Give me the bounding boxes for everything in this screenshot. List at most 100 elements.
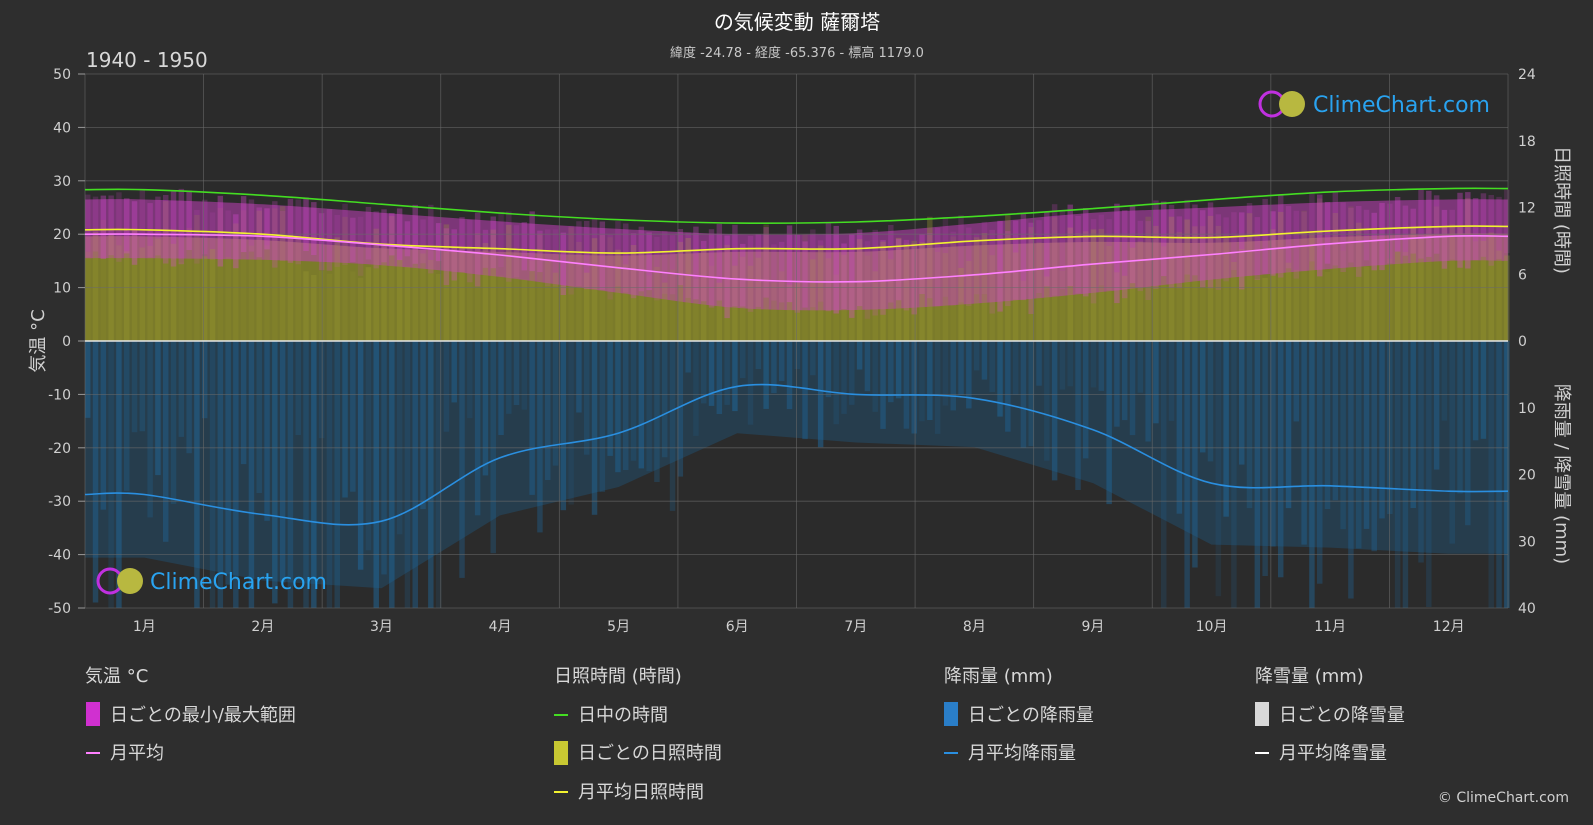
left-tick-label: 0	[62, 334, 71, 350]
daily-rain-bar	[833, 341, 839, 425]
daily-sunshine-bar	[1379, 236, 1385, 341]
daily-rain-bar	[545, 341, 551, 480]
daily-temperature-range-bar	[1426, 190, 1432, 257]
daily-rain-bar	[1129, 341, 1136, 436]
daily-rain-bar	[412, 341, 418, 608]
legend-daylight-label: 日中の時間	[578, 705, 668, 726]
daily-temperature-range-bar	[1394, 197, 1401, 252]
daily-rain-bar	[1200, 341, 1206, 453]
daily-temperature-range-bar	[467, 219, 473, 283]
daily-temperature-range-bar	[186, 190, 192, 250]
daily-rain-bar	[1090, 341, 1097, 388]
daily-texture	[85, 188, 1510, 608]
daily-rain-bar	[147, 341, 153, 518]
daily-temperature-range-bar	[880, 240, 886, 315]
daily-sunshine-bar	[256, 210, 262, 341]
daily-temperature-range-bar	[771, 244, 777, 301]
daily-temperature-range-bar	[1145, 221, 1151, 300]
daily-rain-bar	[576, 341, 582, 413]
daily-rain-bar	[467, 341, 473, 419]
daily-sunshine-bar	[732, 265, 738, 341]
daily-rain-bar	[1371, 341, 1377, 552]
daily-temperature-range-bar	[443, 228, 450, 286]
left-tick-label: -20	[48, 441, 71, 457]
daily-temperature-range-bar	[568, 225, 574, 295]
daily-temperature-range-bar	[677, 229, 684, 286]
daily-temperature-range-bar	[1207, 202, 1214, 289]
daily-rain-bar	[163, 341, 169, 542]
daily-rain-bar	[1285, 341, 1292, 509]
daily-temperature-range-bar	[155, 196, 161, 256]
daily-temperature-range-bar	[217, 195, 224, 267]
logo-bottom-text: ClimeChart.com	[150, 570, 327, 595]
daily-temperature-range-bar	[256, 207, 262, 258]
daily-temperature-range-bar	[724, 235, 730, 319]
daily-sunshine-bar	[966, 261, 972, 341]
daily-rain-bar	[537, 341, 543, 533]
daily-temperature-range-bar	[1324, 202, 1331, 264]
daily-temperature-range-bar	[521, 222, 528, 271]
daily-temperature-range-bar	[474, 212, 481, 287]
daily-sunshine-bar	[1488, 232, 1494, 341]
daily-rain-bar	[248, 341, 255, 608]
daily-temperature-range-bar	[732, 224, 738, 307]
daily-rain-bar	[685, 341, 691, 373]
daily-sunshine-bar	[100, 219, 107, 341]
daily-rain-bar	[264, 341, 270, 521]
daily-sunshine-bar	[318, 270, 325, 341]
daily-rain-bar	[1137, 341, 1144, 393]
daily-temperature-range-bar	[318, 213, 325, 271]
daily-temperature-range-bar	[381, 209, 387, 263]
daily-sunshine-bar	[178, 262, 185, 341]
daily-sunshine-bar	[131, 230, 138, 341]
daily-sunshine-bar	[1402, 251, 1409, 341]
daily-rain-bar	[1348, 341, 1354, 599]
daily-sunshine-bar	[607, 237, 613, 341]
daily-temperature-range-bar	[833, 225, 839, 314]
daily-rain-bar	[1176, 341, 1183, 514]
daily-temperature-range-bar	[630, 233, 637, 299]
legend-sunshine: 日照時間 (時間) 日中の時間 日ごとの日照時間 月平均日照時間	[554, 666, 722, 803]
daily-rain-bar	[92, 341, 99, 603]
daily-sunshine-bar	[1394, 251, 1401, 341]
daily-temperature-range-bar	[1231, 212, 1237, 271]
month-tick-label: 10月	[1196, 619, 1228, 635]
daily-sunshine-bar	[357, 277, 364, 341]
daily-temperature-range-bar	[552, 229, 559, 287]
daily-temperature-range-bar	[490, 216, 496, 269]
daily-sunshine-bar	[186, 228, 192, 341]
daily-rain-bar	[716, 341, 723, 414]
daily-rain-bar	[303, 341, 309, 608]
daily-rain-bar	[1114, 341, 1120, 427]
left-tick-label: 40	[53, 120, 71, 136]
daily-temperature-range-bar	[1293, 210, 1300, 279]
daily-sunshine-bar	[1168, 216, 1175, 341]
legend: 気温 °C 日ごとの最小/最大範囲 月平均 日照時間 (時間) 日中の時間 日ご…	[85, 666, 1405, 803]
daily-sunshine-bar	[958, 267, 964, 341]
daily-temperature-range-bar	[895, 238, 902, 301]
daylight-line	[84, 187, 1509, 225]
daily-rain-bar	[443, 341, 450, 432]
daily-rain-bar	[872, 341, 878, 412]
daily-temperature-range-bar	[459, 217, 465, 272]
daily-rain-bar	[1402, 341, 1409, 608]
left-tick-label: 50	[53, 67, 71, 83]
daily-rain-bar	[802, 341, 808, 440]
daily-temperature-range-bar	[1340, 202, 1346, 272]
daily-rain-bar	[498, 341, 504, 435]
daily-sunshine-bar	[740, 256, 746, 341]
daily-sunshine-bar	[1098, 228, 1105, 341]
daily-temperature-range-bar	[1083, 208, 1089, 297]
daily-temperature-range-bar	[1278, 194, 1284, 278]
daily-rain-bar	[1012, 341, 1019, 395]
daily-sunshine-bar	[1044, 276, 1050, 341]
daily-rain-bar	[708, 341, 715, 406]
daily-temperature-range-bar	[989, 229, 995, 314]
daily-temperature-range-bar	[669, 235, 676, 295]
daily-sunshine-bar	[1457, 226, 1463, 341]
left-tick-label: -30	[48, 494, 71, 510]
daily-sunshine-bar	[490, 229, 496, 341]
daily-rain-bar	[1036, 341, 1042, 386]
daily-sunshine-bar	[1285, 262, 1292, 341]
